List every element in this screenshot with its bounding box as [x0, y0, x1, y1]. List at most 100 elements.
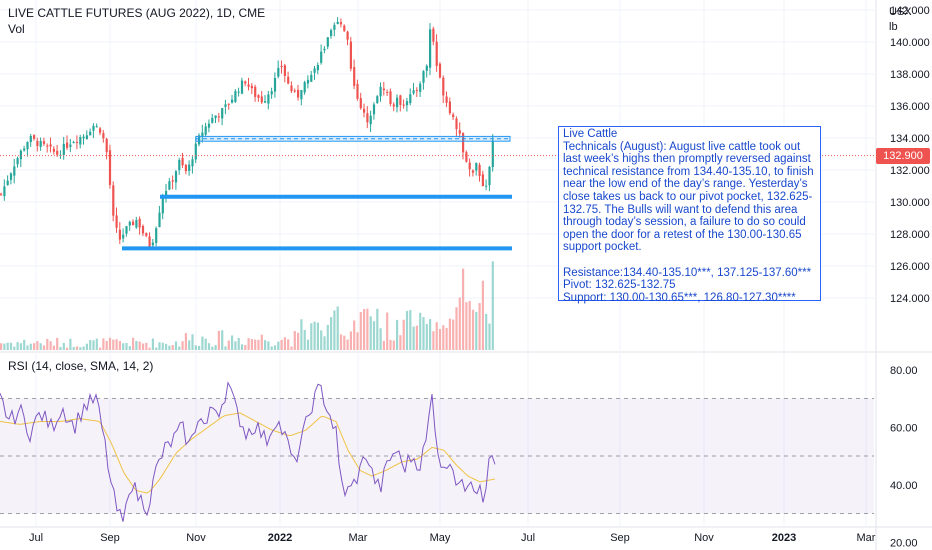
- volume-bar: [316, 322, 319, 350]
- candle-body: [412, 90, 415, 94]
- volume-bar: [99, 347, 102, 350]
- volume-bar: [75, 346, 79, 350]
- candle-body: [191, 159, 194, 167]
- time-tick-label: Nov: [186, 532, 206, 544]
- candle-body: [313, 68, 316, 73]
- volume-bar: [481, 280, 484, 350]
- volume-bar: [452, 319, 455, 350]
- candle-body: [158, 212, 161, 228]
- volume-bar: [313, 321, 316, 350]
- price-tick-label: 140.000: [890, 37, 930, 49]
- time-tick-label: Mar: [857, 532, 876, 544]
- volume-bar: [326, 324, 329, 350]
- volume-bar: [448, 318, 451, 350]
- volume-bar: [191, 334, 194, 350]
- candle-body: [138, 218, 141, 228]
- candle-body: [66, 142, 69, 148]
- volume-bar: [376, 308, 379, 350]
- candle-body: [297, 89, 300, 98]
- price-tick-label: 136.000: [890, 101, 930, 113]
- candle-body: [188, 164, 191, 171]
- volume-bar: [462, 268, 465, 350]
- candle-body: [442, 77, 445, 96]
- volume-bar: [42, 345, 46, 350]
- candle-body: [125, 226, 128, 234]
- candle-body: [39, 140, 42, 147]
- volume-bar: [336, 306, 339, 350]
- volume-bar: [323, 336, 326, 350]
- time-tick-label: Mar: [349, 532, 368, 544]
- volume-bar: [128, 346, 131, 350]
- candle-body: [389, 91, 392, 104]
- candle-body: [445, 96, 448, 103]
- candle-body: [16, 158, 19, 165]
- candle-body: [310, 74, 313, 82]
- candle-body: [339, 22, 343, 25]
- rsi-indicator-label: RSI (14, close, SMA, 14, 2): [8, 359, 154, 373]
- candle-body: [72, 142, 75, 144]
- candle-body: [69, 144, 72, 147]
- volume-bar: [277, 341, 280, 350]
- volume-bar: [92, 340, 95, 350]
- candle-body: [178, 159, 181, 171]
- candle-body: [363, 108, 366, 113]
- candle-body: [432, 28, 435, 42]
- candle-body: [382, 88, 385, 91]
- price-tick-label: 132.000: [890, 165, 930, 177]
- volume-bar: [171, 345, 174, 350]
- volume-bar: [320, 330, 323, 350]
- volume-bar: [82, 346, 85, 350]
- volume-bar: [475, 311, 478, 350]
- volume-bar: [386, 312, 389, 350]
- volume-bar: [33, 343, 36, 350]
- candle-body: [376, 96, 379, 103]
- candle-body: [478, 164, 481, 177]
- candle-body: [148, 236, 151, 247]
- volume-bar: [389, 339, 392, 350]
- candle-body: [396, 97, 399, 108]
- candle-body: [300, 90, 303, 100]
- volume-bar: [29, 343, 32, 350]
- time-tick-label: 2023: [772, 532, 796, 544]
- candle-body: [171, 180, 174, 182]
- candle-body: [102, 133, 105, 139]
- candle-body: [346, 31, 349, 40]
- volume-bar: [79, 347, 82, 350]
- volume-bar: [115, 339, 118, 350]
- volume-bar: [178, 346, 181, 350]
- volume-bar: [382, 341, 385, 350]
- volume-bar: [264, 340, 267, 350]
- volume-bar: [198, 345, 201, 350]
- volume-bar: [138, 341, 141, 350]
- candle-body: [211, 117, 214, 123]
- candlestick-series: [0, 17, 494, 250]
- candle-body: [92, 125, 95, 131]
- candle-body: [353, 67, 356, 86]
- candle-body: [13, 166, 16, 176]
- candle-body: [356, 83, 359, 99]
- candle-body: [458, 130, 461, 134]
- volume-bar: [0, 343, 3, 350]
- volume-bar: [13, 346, 16, 350]
- candle-body: [217, 116, 220, 118]
- volume-bar: [257, 339, 260, 350]
- volume-bar: [207, 343, 211, 350]
- candle-body: [320, 51, 323, 63]
- last-price-badge: 132.900: [876, 147, 930, 164]
- candle-body: [168, 181, 171, 190]
- volume-bar: [161, 342, 164, 350]
- time-tick-label: Jul: [521, 532, 535, 544]
- volume-bar: [432, 331, 435, 350]
- candle-body: [161, 195, 164, 214]
- volume-bar: [62, 342, 65, 350]
- volume-bar: [488, 323, 491, 350]
- volume-bar: [280, 339, 283, 350]
- volume-bar: [300, 319, 303, 350]
- candle-body: [379, 86, 382, 97]
- volume-bar: [471, 309, 475, 350]
- volume-bar: [254, 339, 257, 350]
- candle-body: [135, 220, 138, 228]
- volume-bar: [290, 346, 293, 350]
- candle-body: [491, 140, 494, 168]
- candle-body: [260, 96, 263, 103]
